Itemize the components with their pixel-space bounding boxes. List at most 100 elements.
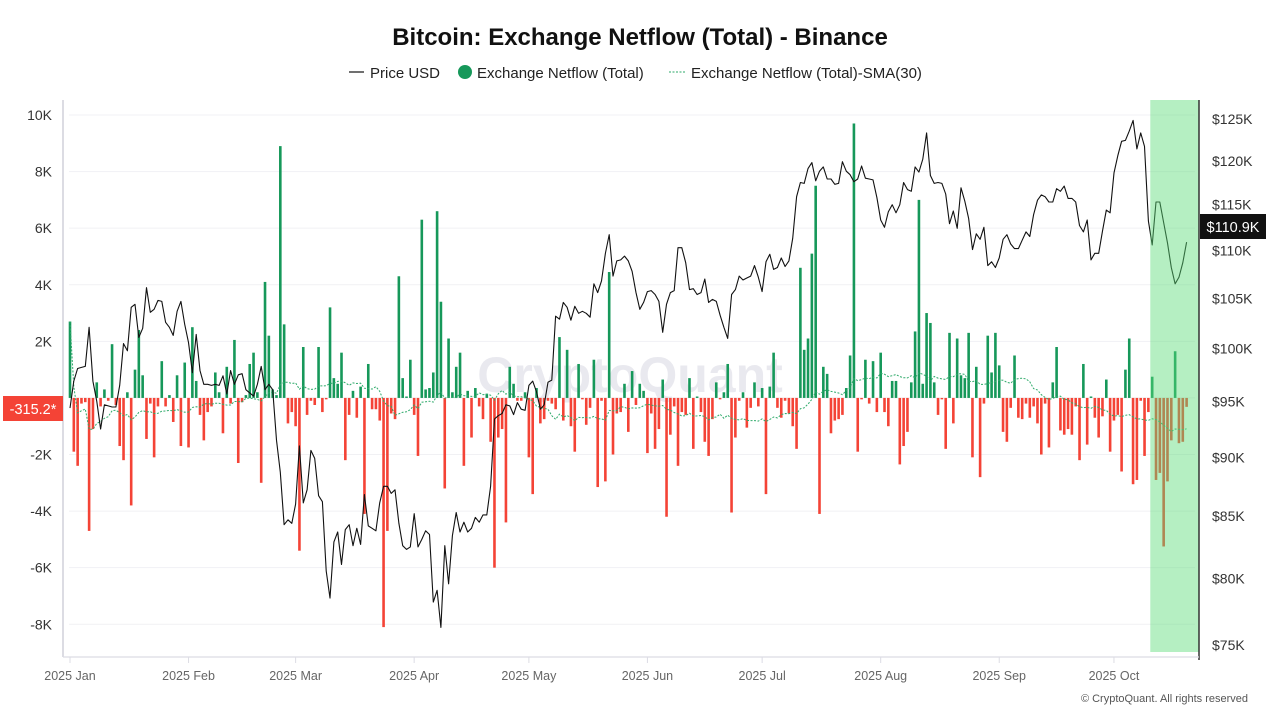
netflow-bar (286, 397, 290, 424)
right-tick-label: $120K (1212, 153, 1253, 169)
netflow-bar (699, 397, 703, 413)
netflow-bar (378, 397, 382, 421)
last-price-badge-bg (1200, 214, 1266, 239)
netflow-bar (1093, 397, 1097, 418)
netflow-bar (431, 372, 435, 398)
netflow-bar (974, 366, 978, 398)
netflow-bar (726, 363, 730, 398)
netflow-bar (860, 397, 863, 400)
netflow-bar (695, 396, 699, 398)
netflow-bar (198, 397, 202, 415)
netflow-bar (76, 397, 79, 466)
netflow-bars (68, 123, 1188, 628)
price-line (69, 119, 1188, 628)
right-tick-label: $90K (1212, 449, 1245, 465)
netflow-bar (925, 313, 928, 398)
x-tick-label: 2025 Jul (739, 669, 786, 683)
netflow-bar (799, 267, 802, 398)
netflow-dot-swatch (458, 65, 472, 79)
netflow-bar (363, 397, 366, 514)
netflow-bar (359, 386, 362, 398)
netflow-bar (294, 397, 297, 427)
netflow-bar (971, 397, 974, 458)
netflow-bar (623, 383, 626, 398)
left-tick-label: -4K (30, 503, 52, 519)
netflow-bar (1105, 379, 1108, 398)
netflow-bar (837, 397, 840, 420)
netflow-bar (439, 301, 443, 398)
netflow-bar (462, 397, 466, 466)
netflow-bar (137, 330, 141, 398)
right-tick-label: $80K (1212, 571, 1245, 587)
chart-title: Bitcoin: Exchange Netflow (Total) - Bina… (392, 24, 888, 51)
netflow-bar (340, 352, 343, 398)
x-tick-label: 2025 Aug (854, 669, 907, 683)
netflow-bar (508, 366, 512, 398)
netflow-bar (569, 397, 573, 427)
netflow-bar (244, 395, 248, 398)
series-lines (69, 119, 1188, 628)
netflow-bar (627, 397, 630, 432)
netflow-bar (783, 397, 787, 401)
legend-item-price[interactable]: Price USD (349, 65, 440, 82)
netflow-bar (990, 372, 993, 398)
netflow-bar (810, 253, 814, 398)
netflow-bar (412, 397, 416, 415)
netflow-bar (248, 363, 252, 398)
netflow-bar (745, 397, 749, 428)
netflow-bar (1013, 355, 1016, 398)
right-tick-label: $105K (1212, 290, 1253, 306)
netflow-bar (833, 397, 837, 421)
netflow-bar (642, 390, 645, 398)
netflow-bar (1173, 351, 1177, 398)
netflow-bar (99, 397, 102, 407)
netflow-bar (179, 397, 183, 447)
netflow-bar (611, 397, 615, 455)
x-tick-label: 2025 Jun (622, 669, 673, 683)
netflow-bar (164, 397, 167, 407)
netflow-bar (106, 397, 110, 401)
netflow-bar (313, 397, 317, 406)
netflow-bar (909, 382, 913, 398)
netflow-bar (1078, 397, 1081, 461)
last-price-badge: $110.9K (1200, 214, 1266, 239)
netflow-bar (867, 397, 871, 404)
netflow-bar (772, 352, 775, 398)
netflow-bar (982, 397, 986, 404)
netflow-bar (366, 363, 370, 398)
netflow-bar (240, 397, 244, 403)
netflow-bar (72, 397, 76, 452)
netflow-bar (634, 397, 638, 406)
netflow-bar (470, 397, 473, 438)
netflow-bar (917, 199, 921, 398)
netflow-bar (416, 397, 420, 456)
netflow-bar (336, 383, 339, 398)
netflow-bar (749, 397, 752, 408)
netflow-bar (829, 397, 833, 434)
legend-item-netflow[interactable]: Exchange Netflow (Total) (458, 65, 644, 82)
netflow-bar (692, 397, 695, 449)
netflow-bar (519, 397, 523, 401)
netflow-bar (145, 397, 148, 439)
netflow-bar (1120, 397, 1123, 472)
netflow-bar (1036, 397, 1039, 424)
netflow-bar (898, 397, 902, 465)
netflow-bar (1131, 397, 1135, 485)
netflow-bar (676, 397, 680, 466)
copyright: © CryptoQuant. All rights reserved (1081, 693, 1248, 705)
x-tick-label: 2025 Jan (44, 669, 95, 683)
left-tick-label: 6K (35, 220, 53, 236)
netflow-bar (1097, 397, 1100, 438)
netflow-bar (156, 397, 160, 407)
right-tick-label: $115K (1212, 197, 1252, 213)
netflow-bar (110, 344, 114, 398)
netflow-bar (91, 397, 95, 430)
netflow-bar (344, 397, 347, 461)
netflow-bar (428, 388, 431, 398)
netflow-bar (1143, 397, 1146, 456)
netflow-bar (171, 397, 175, 422)
left-tick-label: -6K (30, 560, 52, 576)
netflow-bar (1135, 397, 1139, 480)
netflow-bar (864, 359, 867, 398)
legend-item-sma[interactable]: Exchange Netflow (Total)-SMA(30) (669, 65, 922, 82)
